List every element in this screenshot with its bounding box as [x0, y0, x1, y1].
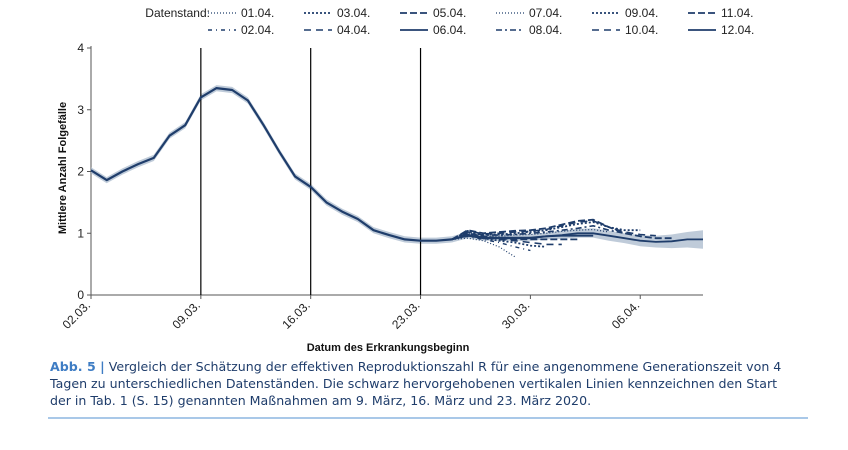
series-line-01-04	[451, 237, 516, 258]
legend-title: Datenstand:	[145, 6, 210, 20]
figure-caption: Abb. 5 | Vergleich der Schätzung der eff…	[50, 358, 790, 409]
x-tick-label: 30.03.	[499, 298, 532, 331]
y-tick-label: 3	[77, 103, 84, 117]
legend-entry: 07.04.	[529, 6, 562, 20]
y-tick-label: 4	[77, 41, 84, 55]
divider	[48, 417, 808, 419]
chart: Datenstand: 01.04. 02.04. 03.04. 04.04. 05.0…	[57, 6, 754, 354]
series-line-07-04	[451, 228, 609, 240]
caption-label: Abb. 5 |	[50, 359, 105, 374]
legend-entry: 06.04.	[433, 23, 466, 37]
y-tick-label: 0	[77, 288, 84, 302]
x-axis-label: Datum des Erkrankungsbeginn	[307, 342, 470, 354]
legend-entry: 04.04.	[337, 23, 370, 37]
legend-entry: 09.04.	[625, 6, 658, 20]
x-tick-label: 23.03.	[389, 298, 422, 331]
x-tick-label: 16.03.	[279, 298, 312, 331]
confidence-band-history	[91, 85, 452, 244]
x-tick-label: 02.03.	[60, 298, 93, 331]
series-line-12-04	[451, 232, 703, 243]
legend-entry: 02.04.	[241, 23, 274, 37]
x-tick-label: 06.04.	[609, 298, 642, 331]
legend-entry: 08.04.	[529, 23, 562, 37]
legend-entry: 01.04.	[241, 6, 274, 20]
legend-entry: 05.04.	[433, 6, 466, 20]
legend-entry: 03.04.	[337, 6, 370, 20]
legend-entry: 12.04.	[721, 23, 754, 37]
series-line-history	[90, 86, 452, 242]
legend-entry: 11.04.	[721, 6, 753, 20]
series-line-11-04	[451, 218, 672, 241]
series-line-08-04	[451, 225, 625, 241]
series-line-05-04	[451, 232, 578, 241]
caption-text: Vergleich der Schätzung der effektiven R…	[50, 359, 782, 408]
y-tick-label: 2	[77, 165, 84, 179]
legend-entry: 10.04.	[625, 23, 658, 37]
y-tick-label: 1	[77, 226, 84, 240]
y-axis-label: Mittlere Anzahl Folgefälle	[57, 102, 69, 234]
plot-area: 0 1 2 3 4 02.03. 09.03. 16.03. 23.03. 30.03. 06.04…	[60, 41, 703, 332]
legend: Datenstand: 01.04. 02.04. 03.04. 04.04. 05.0…	[145, 6, 754, 37]
confidence-band-12-04	[451, 228, 703, 249]
x-tick-label: 09.03.	[169, 298, 202, 331]
